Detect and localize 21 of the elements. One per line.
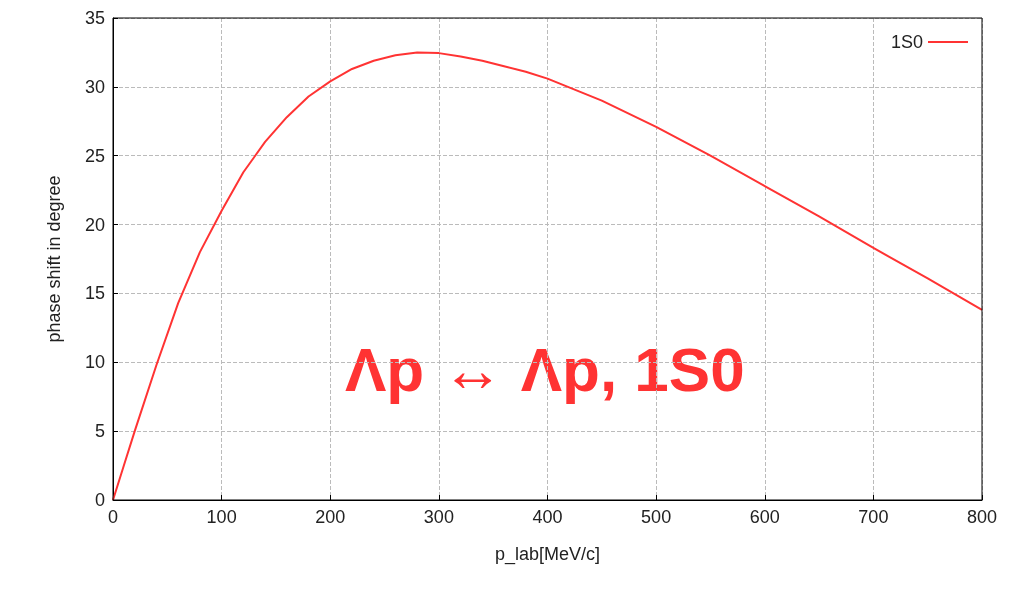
legend-label: 1S0 — [890, 32, 923, 52]
y-tick-label: 25 — [84, 145, 105, 166]
y-tick-label: 5 — [94, 421, 105, 442]
y-tick-label: 10 — [84, 352, 105, 373]
x-tick-label: 600 — [749, 507, 780, 527]
x-tick-label: 400 — [532, 507, 563, 527]
x-tick-label: 800 — [966, 507, 998, 527]
x-tick-label: 0 — [107, 507, 119, 527]
x-tick-label: 500 — [641, 507, 672, 527]
x-tick-label: 700 — [858, 507, 889, 527]
y-tick-label: 35 — [84, 8, 105, 28]
y-tick-label: 30 — [84, 76, 105, 97]
x-axis-title: p_lab[MeV/c] — [494, 544, 601, 565]
y-tick-label: 20 — [84, 214, 105, 235]
y-axis-title: phase shift in degree — [44, 175, 64, 343]
x-tick-label: 300 — [423, 507, 454, 527]
x-tick-label: 200 — [315, 507, 346, 527]
annotation: Λp ↔ Λp, 1S0 — [345, 334, 745, 404]
y-tick-label: 0 — [94, 490, 105, 510]
x-tick-label: 100 — [206, 507, 237, 527]
y-tick-label: 15 — [84, 283, 105, 304]
